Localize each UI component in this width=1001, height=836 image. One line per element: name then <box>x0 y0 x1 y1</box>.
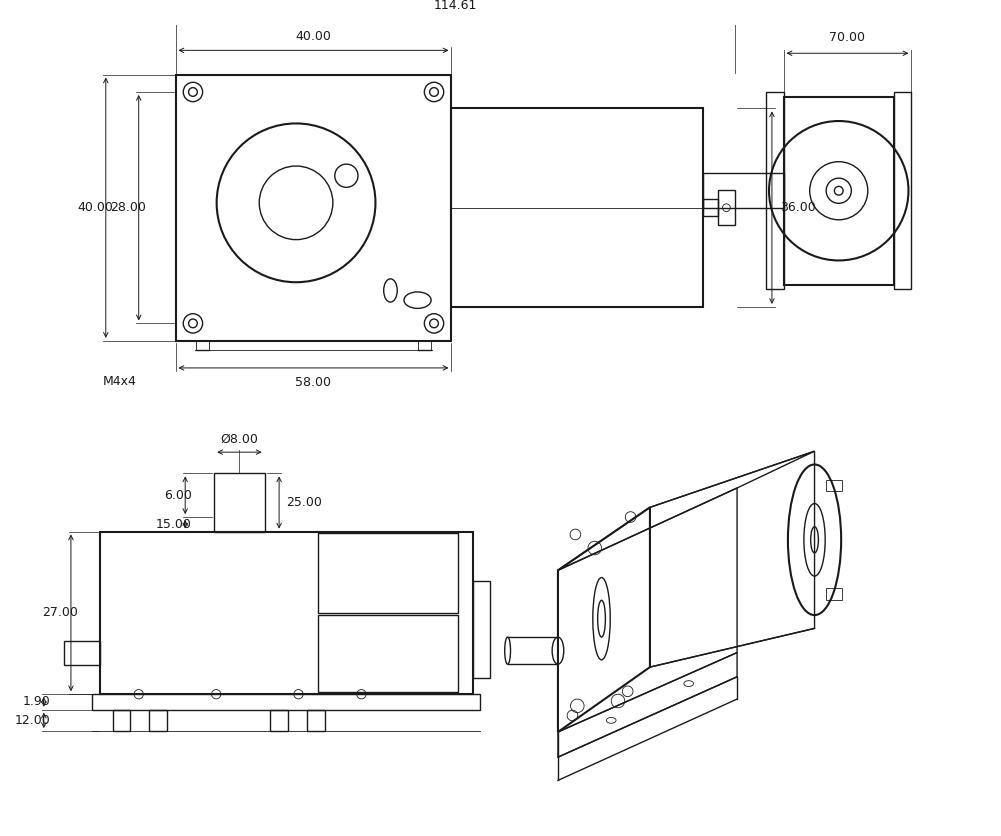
Text: 27.00: 27.00 <box>42 606 78 619</box>
Bar <box>318 614 458 692</box>
Bar <box>784 97 894 284</box>
Bar <box>318 533 458 613</box>
Text: Ø8.00: Ø8.00 <box>220 432 258 446</box>
Bar <box>703 173 784 208</box>
Text: 12.00: 12.00 <box>15 714 51 726</box>
Bar <box>149 710 167 731</box>
Bar <box>64 641 100 665</box>
Bar <box>472 581 490 678</box>
Text: M4x4: M4x4 <box>103 375 137 388</box>
Text: 6.00: 6.00 <box>164 489 192 502</box>
Bar <box>214 473 264 532</box>
Bar <box>703 199 718 217</box>
Bar <box>92 694 480 710</box>
Text: 40.00: 40.00 <box>295 29 331 43</box>
Text: 114.61: 114.61 <box>433 0 477 12</box>
Bar <box>270 710 288 731</box>
Bar <box>112 710 130 731</box>
Text: 25.00: 25.00 <box>286 496 321 509</box>
Bar <box>175 74 451 341</box>
Bar <box>100 532 472 694</box>
Text: 58.00: 58.00 <box>295 375 331 389</box>
Text: 36.00: 36.00 <box>780 201 816 214</box>
Bar <box>307 710 324 731</box>
Bar <box>451 109 703 307</box>
Text: 15.00: 15.00 <box>156 517 192 531</box>
Text: 28.00: 28.00 <box>110 201 146 214</box>
Text: 1.90: 1.90 <box>23 696 51 708</box>
Bar <box>894 92 911 289</box>
Text: 70.00: 70.00 <box>830 31 866 43</box>
Text: 40.00: 40.00 <box>78 201 113 214</box>
Bar <box>766 92 784 289</box>
Bar <box>718 191 735 225</box>
